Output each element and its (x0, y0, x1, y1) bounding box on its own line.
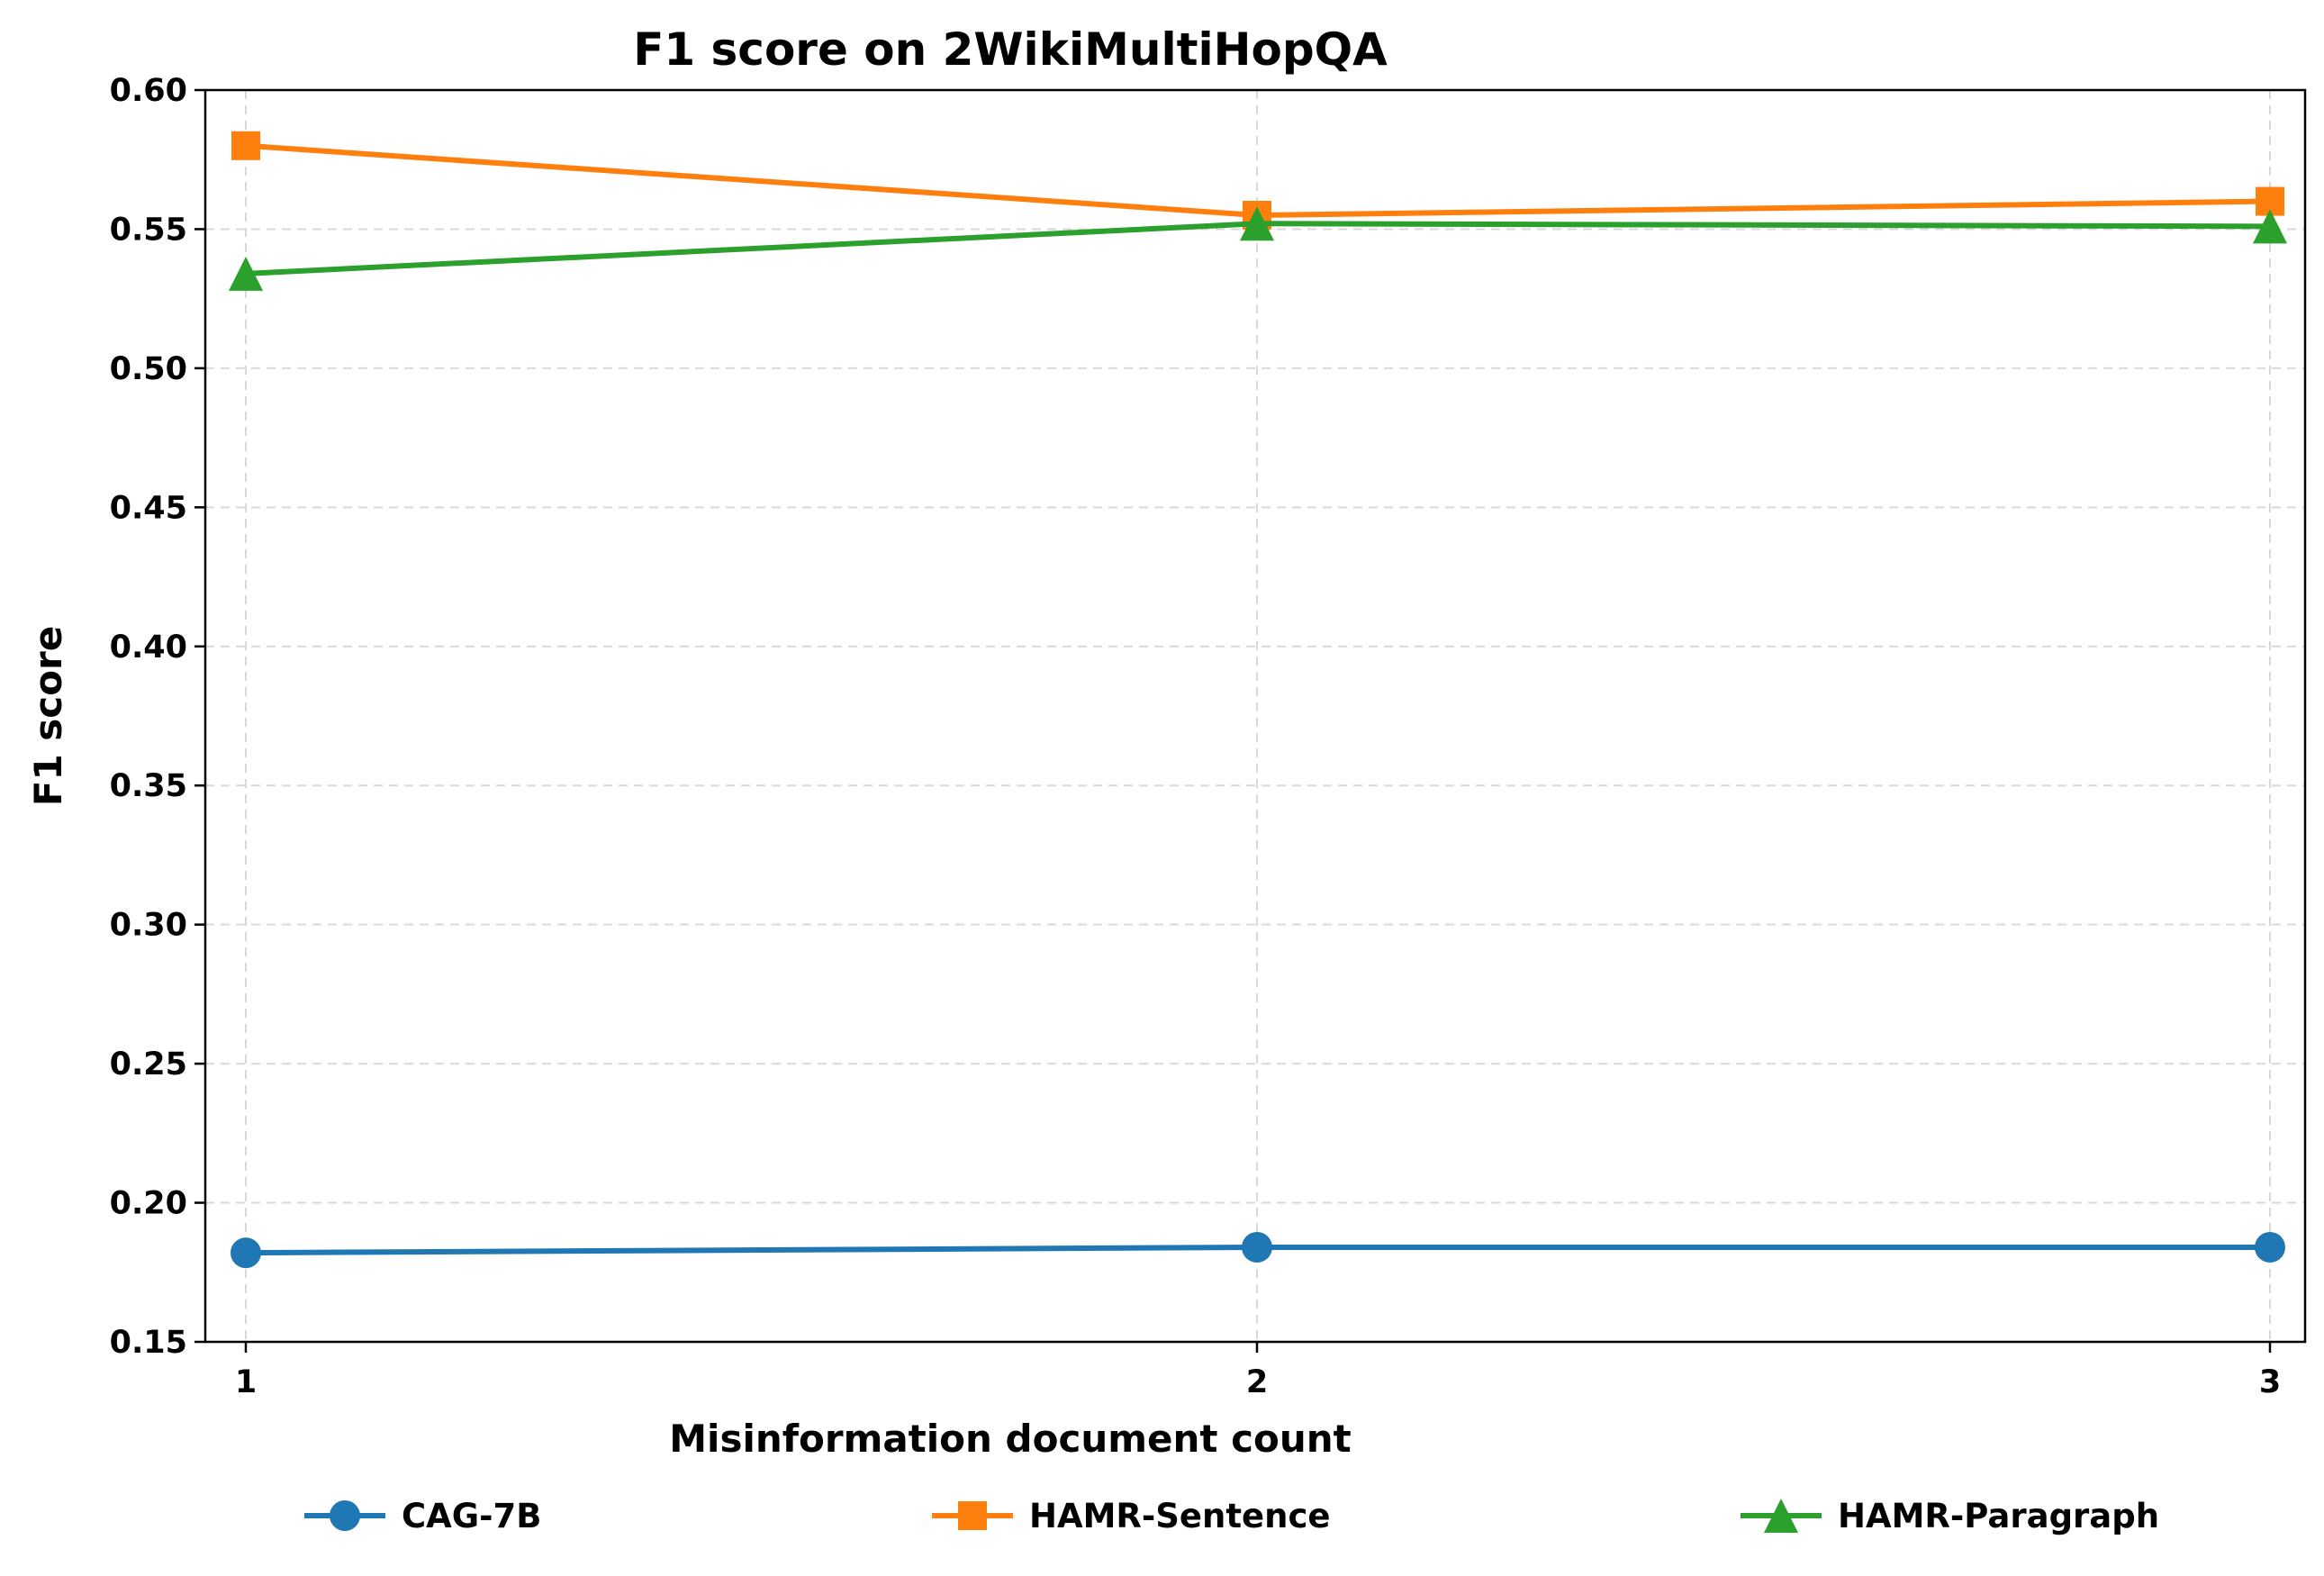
y-tick-label: 0.50 (110, 351, 187, 387)
data-point-cag-7b (2255, 1231, 2285, 1263)
series-layer (229, 131, 2287, 1269)
y-tick-label: 0.15 (110, 1325, 187, 1361)
data-point-hamr-paragraph (1240, 206, 1274, 241)
chart-title: F1 score on 2WikiMultiHopQA (633, 23, 1388, 76)
y-tick-label: 0.35 (110, 768, 187, 804)
y-tick-label: 0.40 (110, 629, 187, 666)
y-tick-label: 0.30 (110, 908, 187, 944)
legend-label-cag-7b: CAG-7B (402, 1497, 541, 1535)
y-axis-ticks: 0.15 0.20 0.25 0.30 0.35 0.40 0.45 0.50 0.55 0.60 (110, 73, 205, 1361)
y-axis-label: F1 score (26, 626, 70, 806)
data-point-hamr-paragraph (2253, 209, 2287, 244)
y-tick-label: 0.55 (110, 212, 187, 248)
y-tick-label: 0.25 (110, 1046, 187, 1082)
x-tick-label: 2 (1246, 1364, 1268, 1400)
data-point-cag-7b (231, 1237, 261, 1269)
y-tick-label: 0.20 (110, 1186, 187, 1222)
data-point-hamr-sentence (231, 131, 260, 160)
legend-marker-hamr-sentence (958, 1501, 987, 1530)
y-tick-label: 0.60 (110, 73, 187, 109)
legend-marker-cag-7b (330, 1500, 360, 1531)
x-tick-label: 1 (235, 1364, 257, 1400)
data-point-hamr-paragraph (229, 256, 263, 291)
x-axis-label: Misinformation document count (669, 1417, 1351, 1461)
plot-frame (203, 88, 2307, 1344)
x-tick-label: 3 (2259, 1364, 2281, 1400)
legend-marker-hamr-paragraph (1764, 1499, 1798, 1533)
y-tick-label: 0.45 (110, 490, 187, 526)
data-point-cag-7b (1242, 1231, 1272, 1263)
gridlines (205, 89, 2305, 1343)
x-axis-ticks: 1 2 3 (235, 1342, 2281, 1400)
legend: CAG-7B HAMR-Sentence HAMR-Paragraph (304, 1497, 2159, 1535)
legend-label-hamr-paragraph: HAMR-Paragraph (1838, 1497, 2159, 1535)
legend-label-hamr-sentence: HAMR-Sentence (1029, 1497, 1331, 1535)
